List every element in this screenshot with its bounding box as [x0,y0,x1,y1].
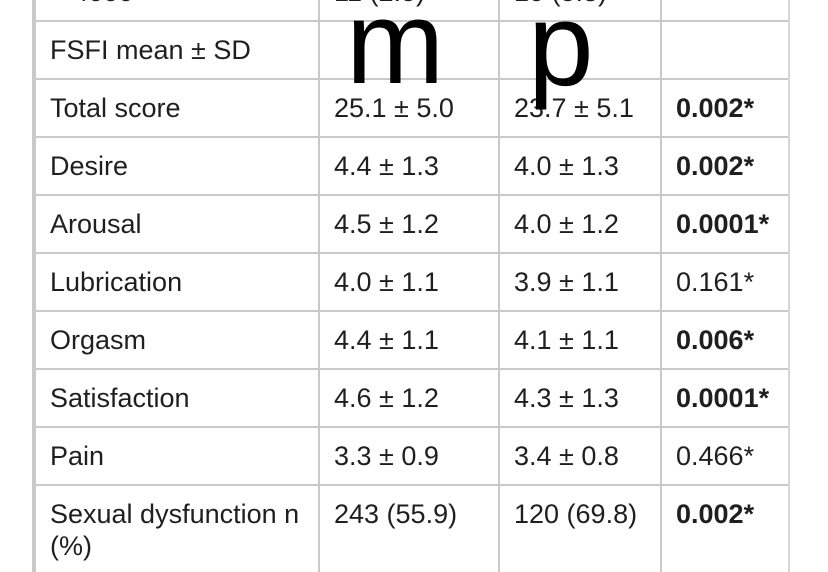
row-label: Sexual dysfunction n (%) [34,484,320,572]
row-label: Orgasm [34,310,320,370]
row-label: Lubrication [34,252,320,312]
table-row: Arousal 4.5 ± 1.2 4.0 ± 1.2 0.0001* [34,194,798,254]
col-a-value: 25.1 ± 5.0 [318,78,500,138]
col-b-value: 4.0 ± 1.3 [498,136,662,196]
col-a-value: 4.5 ± 1.2 [318,194,500,254]
row-label: Satisfaction [34,368,320,428]
col-a-value: 4.4 ± 1.3 [318,136,500,196]
col-a-value: 11 (2.5) [318,0,500,22]
row-label: > 4000 [34,0,320,22]
p-value: 0.002* [660,78,798,138]
col-a-value: 4.4 ± 1.1 [318,310,500,370]
col-a-value: 4.0 ± 1.1 [318,252,500,312]
row-label: Pain [34,426,320,486]
col-b-value: 23.7 ± 5.1 [498,78,662,138]
section-header-row: FSFI mean ± SD [34,20,798,80]
col-b-value: 4.0 ± 1.2 [498,194,662,254]
right-margin [790,0,828,572]
col-b-value: 3.9 ± 1.1 [498,252,662,312]
p-value: 0.006* [660,310,798,370]
p-value: 0.002* [660,484,798,572]
table-row: Orgasm 4.4 ± 1.1 4.1 ± 1.1 0.006* [34,310,798,370]
p-value: 0.161* [660,252,798,312]
section-header-label: FSFI mean ± SD [34,20,320,80]
col-a-value: 4.6 ± 1.2 [318,368,500,428]
col-a-value: 243 (55.9) [318,484,500,572]
p-value: 0.0001* [660,368,798,428]
col-b-value [498,20,662,80]
col-b-value: 4.1 ± 1.1 [498,310,662,370]
col-a-value: 3.3 ± 0.9 [318,426,500,486]
col-b-value: 3.4 ± 0.8 [498,426,662,486]
col-b-value: 120 (69.8) [498,484,662,572]
table-row: Total score 25.1 ± 5.0 23.7 ± 5.1 0.002* [34,78,798,138]
p-value: 0.0001* [660,194,798,254]
p-value: 0.002* [660,136,798,196]
p-value [660,20,798,80]
table-row: Pain 3.3 ± 0.9 3.4 ± 0.8 0.466* [34,426,798,486]
table-row: Satisfaction 4.6 ± 1.2 4.3 ± 1.3 0.0001* [34,368,798,428]
row-label: Total score [34,78,320,138]
table-row: Desire 4.4 ± 1.3 4.0 ± 1.3 0.002* [34,136,798,196]
col-b-value: 10 (5.8) [498,0,662,22]
table-row: Sexual dysfunction n (%) 243 (55.9) 120 … [34,484,798,572]
col-b-value: 4.3 ± 1.3 [498,368,662,428]
table-row: Lubrication 4.0 ± 1.1 3.9 ± 1.1 0.161* [34,252,798,312]
table-row: > 4000 11 (2.5) 10 (5.8) [34,0,798,22]
left-margin [0,0,34,572]
row-label: Arousal [34,194,320,254]
col-a-value [318,20,500,80]
results-table: > 4000 11 (2.5) 10 (5.8) FSFI mean ± SD … [34,0,798,572]
p-value [660,0,798,22]
p-value: 0.466* [660,426,798,486]
row-label: Desire [34,136,320,196]
